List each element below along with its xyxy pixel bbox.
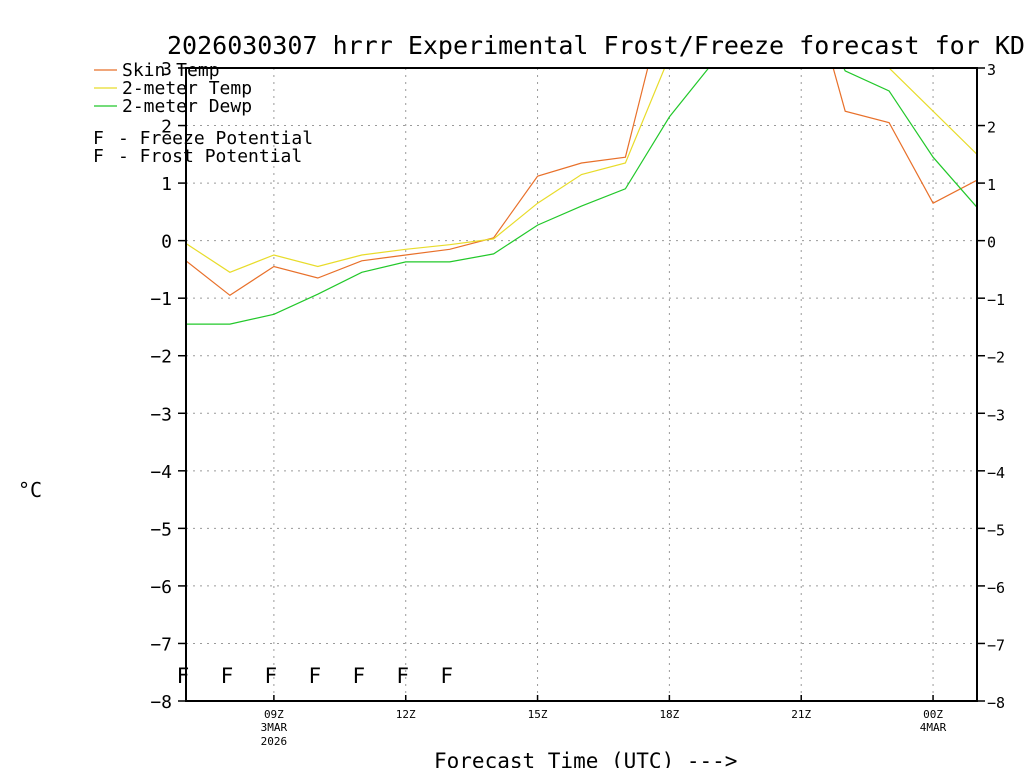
y-tick-label-left: −7 (150, 634, 172, 655)
freeze-mark: F (177, 664, 190, 688)
y-tick-label-left: −8 (150, 692, 172, 713)
x-tick-date: 4MAR (920, 721, 947, 734)
x-tick-label: 15Z (528, 708, 548, 721)
grid-lines (186, 68, 977, 701)
axes (185, 67, 978, 702)
y-tick-label-right: −4 (987, 464, 1005, 482)
plot-frame (185, 67, 978, 702)
y-tick-label-left: −3 (150, 404, 172, 425)
chart-title: 2026030307 hrrr Experimental Frost/Freez… (167, 31, 1024, 60)
freeze-mark: F (440, 664, 453, 688)
legend-freeze-symbol: F (93, 128, 104, 149)
freeze-mark: F (352, 664, 365, 688)
y-tick-label-right: −1 (987, 291, 1005, 309)
freeze-mark: F (309, 664, 322, 688)
x-tick-label: 00Z (923, 708, 943, 721)
series-layer (186, 68, 977, 325)
y-tick-label-left: −1 (150, 289, 172, 310)
y-tick-label-left: −6 (150, 577, 172, 598)
series-line-2-meter-dewp (186, 68, 977, 325)
legend-frost-label: - Frost Potential (118, 146, 302, 167)
series-line-2-meter-temp (186, 68, 977, 273)
x-tick-label: 18Z (659, 708, 679, 721)
legend-label: 2-meter Temp (122, 78, 252, 99)
y-tick-label-right: −3 (987, 406, 1005, 424)
x-tick-label: 09Z (264, 708, 284, 721)
y-tick-label-right: 2 (987, 119, 996, 137)
y-tick-label-left: 0 (161, 232, 172, 253)
y-tick-label-left: 1 (161, 174, 172, 195)
y-tick-label-right: 0 (987, 234, 996, 252)
y-axis-label: °C (18, 478, 42, 502)
series-line-skin-temp (186, 68, 977, 297)
y-tick-label-left: 3 (161, 59, 172, 80)
y-tick-label-left: 2 (161, 117, 172, 138)
legend-frost-symbol: F (93, 146, 104, 167)
y-tick-label-left: −4 (150, 462, 172, 483)
legend-label: 2-meter Dewp (122, 96, 252, 117)
y-tick-label-right: 3 (987, 61, 996, 79)
legend-label: Skin Temp (122, 60, 220, 81)
y-tick-label-left: −2 (150, 347, 172, 368)
freeze-mark: F (396, 664, 409, 688)
y-tick-label-right: −5 (987, 521, 1005, 539)
x-tick-label: 21Z (791, 708, 811, 721)
y-tick-label-right: −7 (987, 636, 1005, 654)
y-tick-label-right: −8 (987, 694, 1005, 712)
x-axis-label: Forecast Time (UTC) ---> (434, 749, 737, 768)
freeze-mark: F (265, 664, 278, 688)
y-tick-label-left: −5 (150, 519, 172, 540)
y-tick-label-right: −2 (987, 349, 1005, 367)
y-tick-label-right: 1 (987, 176, 996, 194)
y-tick-label-right: −6 (987, 579, 1005, 597)
x-tick-label: 12Z (396, 708, 416, 721)
x-tick-year: 2026 (261, 735, 288, 748)
x-tick-date: 3MAR (261, 721, 288, 734)
legend-freeze-label: - Freeze Potential (118, 128, 313, 149)
freeze-mark: F (221, 664, 234, 688)
y-axis-ticks: −8 −8 −7 −7 −6 −6 −5 −5 −4 −4 −3 −3 −2 −2 −1 −1 0 0 1 1 2 2 3 3 (150, 59, 1005, 713)
